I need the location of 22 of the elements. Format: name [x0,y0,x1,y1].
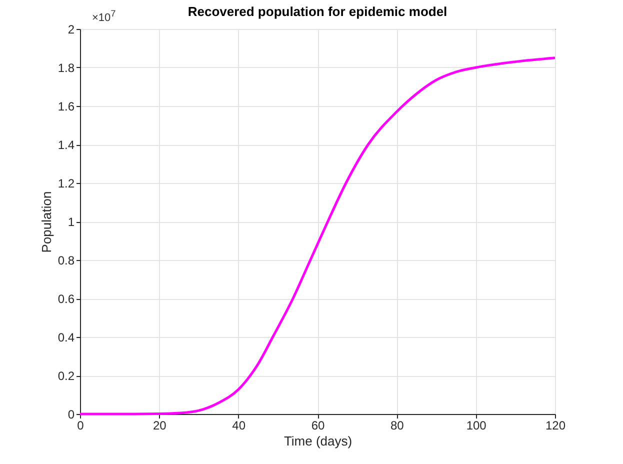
y-axis-title: Population [38,191,54,253]
y-tick-label: 0 [68,408,75,422]
y-tick-label: 0.4 [58,330,75,344]
x-tick-label: 40 [232,418,246,432]
x-tick-label: 20 [152,418,167,432]
y-tick-label: 2 [68,22,75,36]
x-tick-label: 120 [545,418,566,432]
x-tick-label: 80 [390,418,404,432]
y-tick-label: 0.8 [58,254,75,268]
x-tick-label: 100 [466,418,487,432]
y-tick-label: 1 [68,215,75,229]
y-tick-label: 1.8 [58,61,75,75]
x-axis-title: Time (days) [284,434,352,448]
y-tick-label: 1.4 [58,138,75,152]
x-tick-label: 0 [77,418,84,432]
y-tick-label: 1.2 [58,176,75,190]
y-tick-label: 1.6 [58,100,75,114]
y-tick-label: 0.2 [58,369,75,383]
chart-title: Recovered population for epidemic model [188,4,448,19]
x-tick-label: 60 [311,418,325,432]
y-tick-label: 0.6 [58,292,75,306]
text: ×10$^{7}$ [92,8,116,24]
